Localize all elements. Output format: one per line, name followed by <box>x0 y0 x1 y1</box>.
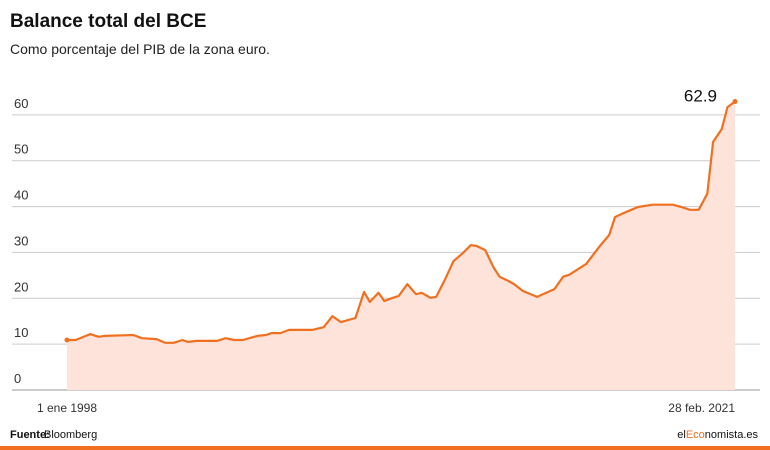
y-tick-label: 20 <box>14 279 28 294</box>
y-tick-label: 0 <box>14 371 21 386</box>
chart-subtitle: Como porcentaje del PIB de la zona euro. <box>10 41 270 57</box>
area <box>67 101 735 390</box>
chart-title: Balance total del BCE <box>10 11 206 32</box>
x-tick-label: 28 feb. 2021 <box>668 401 735 415</box>
x-tick-label: 1 ene 1998 <box>37 401 97 415</box>
y-tick-label: 50 <box>14 142 28 157</box>
y-tick-label: 10 <box>14 325 28 340</box>
source-text: Bloomberg <box>44 429 97 441</box>
footer-bar <box>0 446 770 450</box>
brand-part: Eco <box>686 429 705 441</box>
value-label: 62.9 <box>684 87 717 106</box>
y-tick-label: 40 <box>14 188 28 203</box>
brand: elEconomista.es <box>677 429 758 441</box>
y-tick-label: 60 <box>14 96 28 111</box>
source-label: Fuente: <box>10 429 50 441</box>
y-tick-label: 30 <box>14 233 28 248</box>
brand-part: nomista.es <box>705 429 759 441</box>
line <box>67 100 736 344</box>
end-point <box>732 99 738 105</box>
end-point <box>64 337 70 343</box>
brand-part: el <box>677 429 686 441</box>
